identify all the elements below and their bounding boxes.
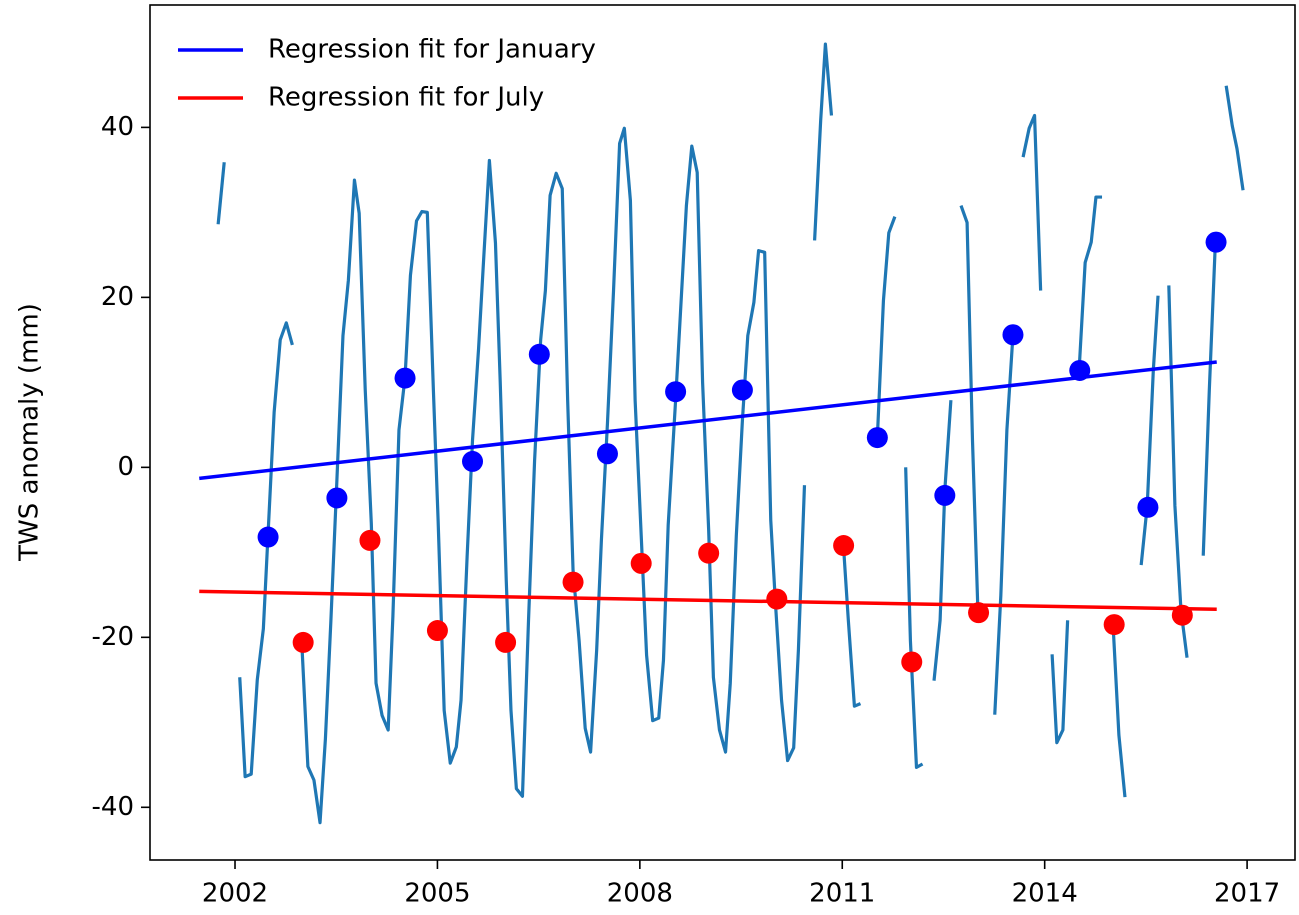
scatter-point — [528, 343, 550, 365]
series-line — [1021, 113, 1043, 291]
x-tick-label: 2014 — [1012, 879, 1078, 909]
regression-line — [199, 589, 1217, 612]
series-line — [1050, 620, 1070, 745]
series-line — [1139, 295, 1160, 566]
scatter-point — [1103, 614, 1125, 636]
scatter-point — [257, 526, 279, 548]
scatter-point — [1002, 324, 1024, 346]
scatter-point — [833, 535, 855, 557]
y-tick-label: -40 — [92, 792, 134, 822]
series-line — [993, 334, 1015, 715]
y-tick-label: 20 — [101, 282, 134, 312]
series-line — [904, 467, 924, 769]
series-line — [300, 126, 807, 825]
scatter-point — [426, 620, 448, 642]
scatter-point — [596, 443, 618, 465]
scatter-point — [731, 379, 753, 401]
scatter-point — [968, 602, 990, 624]
x-tick-label: 2005 — [404, 879, 470, 909]
scatter-point — [326, 487, 348, 509]
y-tick-label: -20 — [92, 622, 134, 652]
series-line — [1077, 195, 1103, 371]
scatter-point — [394, 367, 416, 389]
series-line — [875, 216, 897, 438]
legend-label: Regression fit for July — [268, 83, 544, 113]
series-line — [1167, 285, 1189, 658]
x-tick-label: 2002 — [202, 879, 268, 909]
scatter-point — [1137, 496, 1159, 518]
x-tick-label: 2017 — [1214, 879, 1280, 909]
scatter-point — [866, 427, 888, 449]
series-line — [1111, 620, 1127, 798]
scatter-point — [562, 571, 584, 593]
legend-label: Regression fit for January — [268, 35, 596, 65]
y-tick-label: 0 — [117, 452, 134, 482]
series-line — [959, 205, 980, 611]
series-line — [1224, 85, 1245, 191]
scatter-point — [901, 651, 923, 673]
x-tick-label: 2008 — [607, 879, 673, 909]
scatter-point — [698, 542, 720, 564]
scatter-point — [462, 450, 484, 472]
scatter-point — [665, 381, 687, 403]
y-tick-label: 40 — [101, 112, 134, 142]
scatter-point — [292, 631, 314, 653]
x-tick-label: 2011 — [809, 879, 875, 909]
scatter-point — [495, 631, 517, 653]
y-axis-label: TWS anomaly (mm) — [15, 303, 45, 562]
scatter-point — [934, 484, 956, 506]
plot-frame — [149, 4, 1296, 861]
scatter-point — [630, 552, 652, 574]
series-line — [932, 400, 953, 681]
series-line — [842, 547, 862, 708]
series-line — [216, 162, 226, 225]
scatter-point — [766, 588, 788, 610]
scatter-point — [1205, 231, 1227, 253]
regression-line — [199, 360, 1217, 481]
scatter-point — [359, 529, 381, 551]
series-line — [813, 42, 834, 241]
series-line — [238, 321, 294, 779]
series-line — [1201, 242, 1217, 556]
